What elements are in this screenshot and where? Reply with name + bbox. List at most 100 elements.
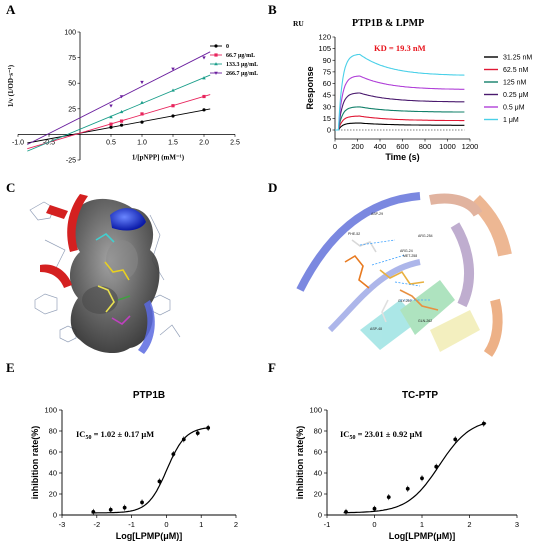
x-tick-label: 1.5 (168, 139, 178, 146)
axes (59, 409, 237, 518)
y-tick-label: -25 (66, 158, 76, 165)
molecular-surface-image (29, 194, 181, 354)
x-tick-label: 1 (199, 520, 203, 529)
legend-label: 125 nM (503, 80, 527, 87)
data-point (195, 431, 200, 435)
y-tick-label: 80 (314, 427, 322, 436)
residue-label: ARG-24 (400, 249, 413, 253)
fit-line (27, 108, 211, 144)
legend-label: 66.7 μg/mL (226, 53, 255, 59)
data-point (109, 104, 113, 108)
legend: 0 66.7 μg/mL 133.3 μg/mL 266.7 μg/mL (210, 44, 258, 77)
y-tick-label: 25 (68, 106, 76, 113)
data-point (109, 125, 113, 129)
y-tick-label: 60 (49, 448, 57, 457)
y-axis-label: Response (305, 66, 315, 109)
y-tick-label: 120 (318, 33, 331, 42)
y-axis-label: inhibition rate(%) (295, 426, 305, 500)
y-tick-label: 45 (323, 91, 331, 100)
fit-curve (91, 427, 210, 514)
x-tick-label: 3 (515, 520, 519, 529)
y-tick-label: 20 (314, 490, 322, 499)
legend-marker (214, 62, 218, 66)
x-tick-label: 400 (374, 142, 387, 151)
panel-label-a: A (6, 2, 16, 17)
axes (332, 36, 471, 142)
y-tick-label: 50 (68, 81, 76, 88)
legend-label: 133.3 μg/mL (226, 62, 258, 68)
binding-curve (335, 122, 465, 131)
y-tick-label: 90 (323, 56, 331, 65)
data-point (140, 120, 144, 124)
x-tick-label: 1200 (462, 142, 479, 151)
data-point (140, 500, 144, 505)
data-point (119, 95, 124, 99)
x-tick-label: 2.5 (230, 139, 240, 146)
binding-curve (335, 115, 465, 131)
data-points (109, 56, 206, 129)
y-axis-label: inhibition rate(%) (30, 426, 40, 500)
data-point (119, 109, 124, 114)
ic50-annotation: IC50 = 23.01 ± 0.92 μM (340, 429, 422, 441)
fit-lines (27, 51, 211, 152)
x-tick-label: -1 (324, 520, 331, 529)
data-point (372, 506, 377, 511)
data-point (157, 479, 162, 484)
y-tick-label: 20 (49, 490, 57, 499)
docking-pose-image: ASP-29 PHE-52 ARG-24 ARG-254 MET-258 GLY-259 G… (296, 192, 512, 357)
legend-label: 1 μM (503, 117, 519, 124)
residue-label: MET-258 (403, 254, 417, 258)
fit-line (27, 74, 211, 152)
data-point (108, 507, 113, 512)
data-point (140, 112, 144, 116)
data-point (140, 100, 144, 104)
x-tick-label: 1 (420, 520, 424, 529)
data-point (171, 452, 176, 456)
y-tick-label: 40 (314, 469, 322, 478)
residue-label: ASP-48 (370, 327, 382, 331)
panel-label-f: F (268, 360, 276, 375)
fit-curve (343, 422, 487, 514)
data-point (386, 495, 391, 500)
x-tick-label: -1 (128, 520, 135, 529)
x-tick-label: 2 (234, 520, 238, 529)
data-point (434, 464, 439, 469)
unit-label: RU (293, 19, 304, 28)
data-point (171, 88, 175, 92)
y-tick-label: 0 (318, 511, 322, 520)
binding-curve (335, 75, 465, 131)
residue-labels: ASP-29 PHE-52 ARG-24 ARG-254 MET-258 GLY-259 G… (348, 212, 433, 331)
axes (324, 409, 518, 518)
chart-title: PTP1B & LPMP (352, 18, 424, 29)
data-point (171, 114, 175, 118)
x-axis-label: 1/[pNPP] (mM⁻¹) (132, 153, 185, 161)
x-tick-label: 200 (351, 142, 364, 151)
data-point (344, 509, 348, 514)
data-point (481, 421, 486, 426)
lineweaver-burk-plot: -1.0 -0.5 0.5 1.0 1.5 2.0 2.5 -25 25 50 75 100 1/v … (7, 30, 258, 165)
y-tick-label: 30 (323, 102, 331, 111)
x-tick-label: 800 (419, 142, 432, 151)
x-tick-label: -1.0 (12, 139, 24, 146)
data-point (181, 437, 186, 442)
x-tick-label: 600 (396, 142, 409, 151)
y-tick-label: 100 (44, 406, 57, 415)
legend-label: 266.7 μg/mL (226, 71, 258, 77)
binding-curve (335, 106, 465, 131)
y-tick-label: 75 (68, 55, 76, 62)
panel-label-c: C (6, 180, 15, 195)
residue-label: ARG-254 (418, 234, 433, 238)
residue-label: GLY-259 (398, 299, 411, 303)
data-point (91, 509, 96, 514)
residue-label: GLN-262 (418, 319, 432, 323)
legend-label: 31.25 nM (503, 55, 532, 62)
data-point (119, 119, 124, 123)
data-point (109, 115, 113, 119)
kd-annotation: KD = 19.3 nM (374, 43, 426, 53)
spr-sensorgram: PTP1B & LPMP RU KD = 19.3 nM 0 200 400 600 8… (293, 18, 532, 162)
y-tick-label: 15 (323, 114, 331, 123)
tick-labels: 0 200 400 600 800 1000 1200 0 15 30 45 60 75 90 105 120 (318, 33, 478, 152)
